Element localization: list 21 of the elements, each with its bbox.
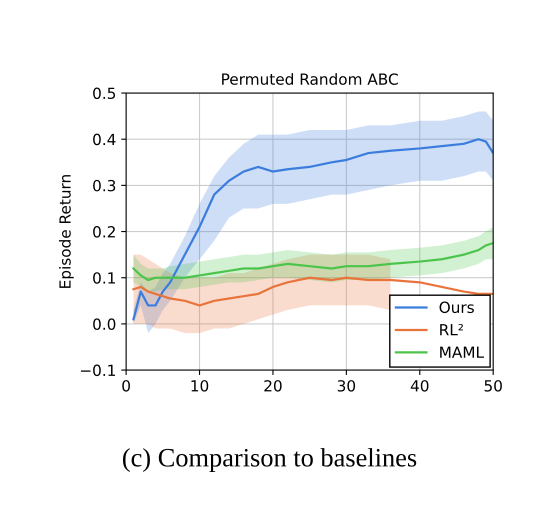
x-tick-label: 10 [191,380,208,392]
y-tick-label: 0.4 [93,134,116,146]
legend-label: RL² [440,324,463,336]
x-tick-label: 0 [122,380,130,392]
legend-label: MAML [440,346,484,358]
x-tick-label: 20 [264,380,282,392]
chart-title: Permuted Random ABC [222,73,398,85]
y-tick-label: 0.1 [93,272,115,284]
text: (c) Comparison to baselines [122,448,416,472]
y-tick-label: 0.0 [93,318,116,330]
y-tick-label: −0.1 [80,364,115,376]
x-tick-label: 40 [410,380,428,392]
legend-label: Ours [440,302,474,314]
line-series [132,242,494,282]
x-tick-label: 50 [484,380,502,392]
line-series [132,138,494,320]
y-tick-label: 0.3 [93,180,116,192]
x-tick-label: 30 [338,380,356,392]
y-axis-title: Episode Return [58,175,74,288]
y-tick-label: 0.2 [93,226,115,238]
y-tick-label: 0.5 [93,88,116,100]
